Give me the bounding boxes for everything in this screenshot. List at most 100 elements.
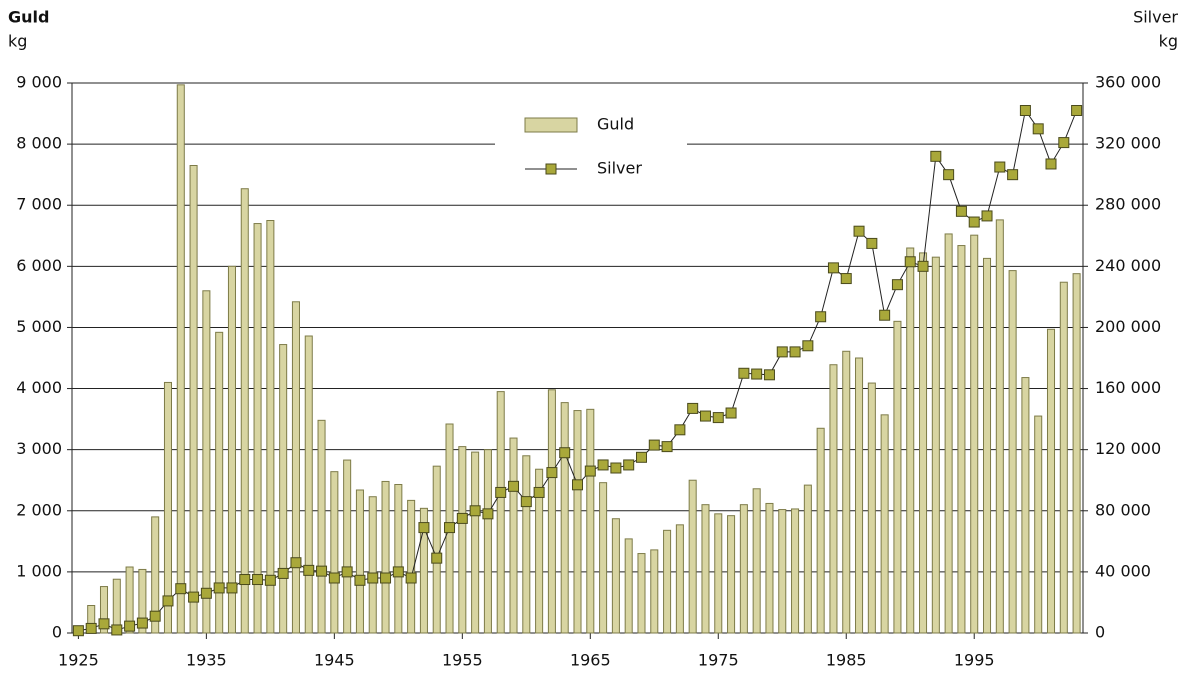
marker xyxy=(725,407,737,419)
bar xyxy=(202,290,211,634)
bar xyxy=(432,465,441,634)
marker xyxy=(635,451,647,463)
x-tick-label: 1945 xyxy=(314,651,355,670)
bar xyxy=(586,408,595,634)
y-tick-label: 3 000 xyxy=(16,439,62,458)
bar xyxy=(842,350,851,634)
marker xyxy=(482,508,494,520)
y2-tick-label: 160 000 xyxy=(1095,378,1161,397)
bar xyxy=(893,320,902,634)
marker xyxy=(277,567,289,579)
marker xyxy=(827,262,839,274)
bar xyxy=(381,480,390,634)
bar xyxy=(739,504,748,634)
y2-tick-label: 120 000 xyxy=(1095,439,1161,458)
x-tick-label: 1955 xyxy=(442,651,483,670)
bar xyxy=(637,553,646,634)
bar xyxy=(189,165,198,634)
marker xyxy=(444,522,456,534)
marker xyxy=(200,587,212,599)
marker xyxy=(904,256,916,268)
bar xyxy=(291,301,300,634)
bar xyxy=(355,489,364,634)
bar xyxy=(599,482,608,634)
marker xyxy=(328,572,340,584)
marker xyxy=(994,161,1006,173)
marker xyxy=(495,486,507,498)
y-tick-label: 2 000 xyxy=(16,500,62,519)
y2-tick-label: 320 000 xyxy=(1095,134,1161,153)
bar xyxy=(714,513,723,634)
bar xyxy=(163,381,173,634)
marker xyxy=(111,624,123,636)
bar xyxy=(176,84,185,634)
y-axis-unit: kg xyxy=(8,32,27,51)
marker xyxy=(815,311,827,323)
marker xyxy=(290,557,302,569)
bar xyxy=(957,245,966,634)
bar xyxy=(496,391,505,634)
marker xyxy=(456,512,468,524)
bar xyxy=(765,502,774,634)
bar xyxy=(816,427,825,634)
marker xyxy=(85,622,97,634)
bar xyxy=(535,468,544,634)
bar xyxy=(304,335,313,634)
bar xyxy=(1008,270,1017,634)
bar xyxy=(560,402,569,634)
bar xyxy=(253,223,262,634)
bar xyxy=(509,437,518,634)
bar xyxy=(867,382,876,634)
marker xyxy=(341,566,353,578)
marker xyxy=(712,412,724,424)
marker xyxy=(303,564,315,576)
bar xyxy=(125,566,134,634)
legend-marker xyxy=(545,163,557,175)
marker xyxy=(1032,123,1044,135)
legend-label: Silver xyxy=(597,159,642,178)
y2-tick-label: 360 000 xyxy=(1095,73,1161,92)
marker xyxy=(738,367,750,379)
marker xyxy=(584,465,596,477)
y-tick-label: 5 000 xyxy=(16,317,62,336)
bar xyxy=(919,252,928,634)
marker xyxy=(955,205,967,217)
bar xyxy=(688,479,697,634)
marker xyxy=(802,340,814,352)
x-tick-label: 1985 xyxy=(826,651,867,670)
y-tick-label: 6 000 xyxy=(16,256,62,275)
bar xyxy=(483,449,492,634)
bar xyxy=(944,233,953,634)
marker xyxy=(124,620,136,632)
bar xyxy=(343,459,352,634)
marker xyxy=(175,583,187,595)
bar xyxy=(407,499,416,634)
marker xyxy=(469,505,481,517)
marker xyxy=(380,572,392,584)
bar xyxy=(279,344,288,634)
marker xyxy=(533,486,545,498)
marker xyxy=(418,522,430,534)
bar xyxy=(240,188,249,634)
bar xyxy=(458,446,467,634)
marker xyxy=(930,150,942,162)
y-tick-label: 4 000 xyxy=(16,378,62,397)
marker xyxy=(763,369,775,381)
y2-tick-label: 200 000 xyxy=(1095,317,1161,336)
bar xyxy=(906,247,915,634)
y2-tick-label: 0 xyxy=(1095,623,1105,642)
bar xyxy=(419,507,428,634)
x-tick-label: 1925 xyxy=(58,651,99,670)
y-tick-label: 7 000 xyxy=(16,195,62,214)
y-tick-label: 9 000 xyxy=(16,73,62,92)
marker xyxy=(610,462,622,474)
bar xyxy=(471,451,480,634)
bar xyxy=(778,509,787,634)
bar xyxy=(752,488,761,634)
bar xyxy=(330,471,339,634)
bar xyxy=(880,414,889,634)
bar xyxy=(1059,281,1068,634)
bar xyxy=(99,586,109,634)
marker xyxy=(264,574,276,586)
